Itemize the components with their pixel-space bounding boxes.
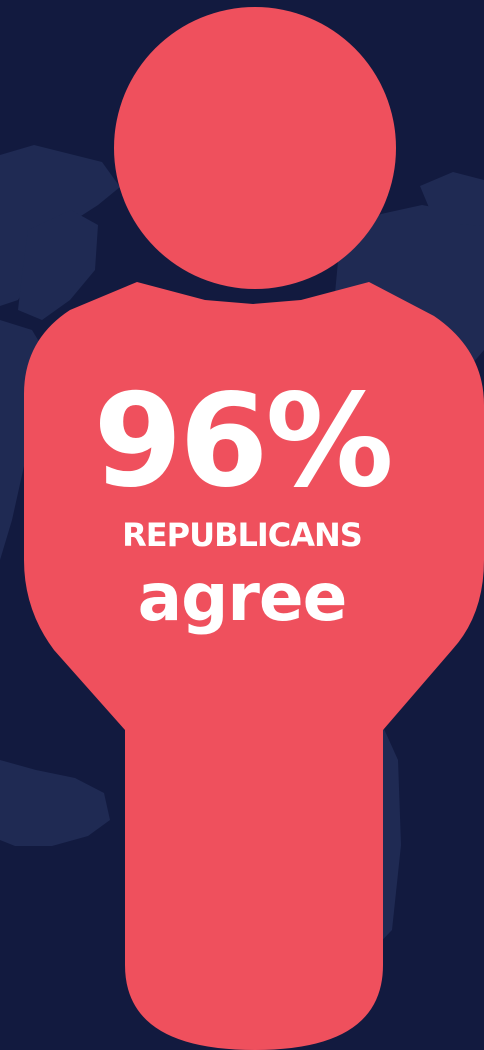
stat-agree-label: agree xyxy=(137,559,348,636)
stat-group-label: REPUBLICANS xyxy=(122,516,363,554)
person-head xyxy=(114,7,396,289)
person-body xyxy=(24,282,484,1050)
stat-percentage: 96% xyxy=(93,367,393,516)
